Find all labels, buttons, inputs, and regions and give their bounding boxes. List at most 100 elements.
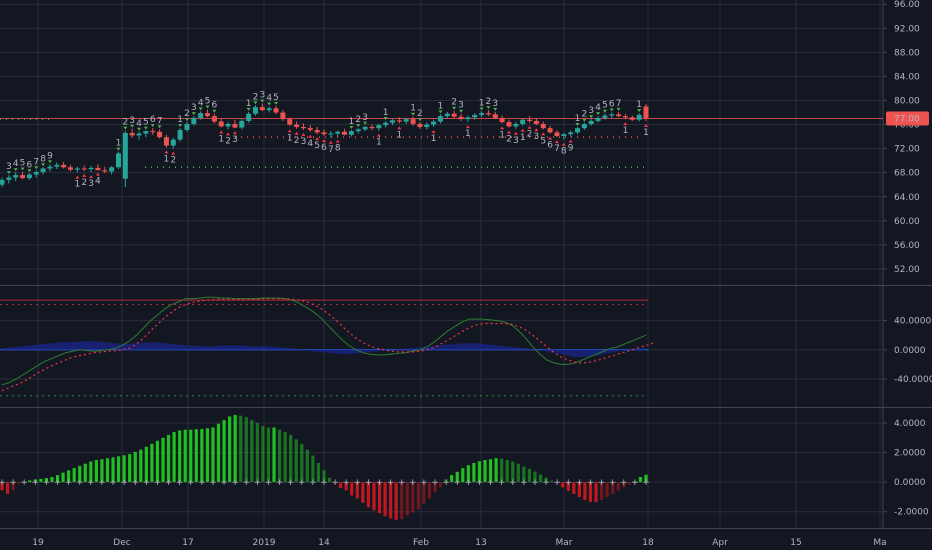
histogram-bar[interactable] (583, 482, 587, 500)
histogram-bar[interactable] (372, 482, 376, 511)
candle-body[interactable] (348, 131, 354, 135)
candle-body[interactable] (74, 168, 80, 170)
candle-body[interactable] (554, 132, 560, 136)
histogram-bar[interactable] (50, 477, 54, 483)
candle-body[interactable] (122, 132, 128, 179)
candle-body[interactable] (636, 114, 642, 120)
candle-body[interactable] (533, 120, 539, 124)
histogram-bar[interactable] (0, 482, 4, 491)
candle-body[interactable] (184, 123, 190, 130)
candle-body[interactable] (410, 119, 416, 124)
histogram-bar[interactable] (383, 482, 387, 517)
histogram-bar[interactable] (233, 414, 237, 483)
candle-body[interactable] (643, 106, 649, 119)
histogram-bar[interactable] (39, 478, 43, 483)
histogram-bar[interactable] (361, 482, 365, 503)
histogram-bar[interactable] (211, 427, 215, 483)
histogram-bar[interactable] (22, 481, 26, 483)
candle-body[interactable] (424, 124, 430, 127)
candle-body[interactable] (431, 121, 437, 125)
candle-body[interactable] (102, 170, 108, 172)
histogram-bar[interactable] (67, 470, 71, 483)
histogram-bar[interactable] (316, 462, 321, 483)
candle-body[interactable] (68, 167, 74, 170)
histogram-bar[interactable] (622, 482, 626, 488)
histogram-bar[interactable] (11, 482, 15, 491)
candle-body[interactable] (191, 117, 197, 124)
histogram-bar[interactable] (616, 482, 620, 491)
candle-body[interactable] (54, 164, 60, 167)
histogram-bar[interactable] (183, 429, 187, 483)
histogram-bar[interactable] (105, 458, 110, 483)
candle-body[interactable] (95, 167, 101, 171)
candle-body[interactable] (547, 128, 553, 133)
candle-body[interactable] (602, 115, 608, 118)
histogram-bar[interactable] (311, 455, 315, 483)
candle-body[interactable] (26, 174, 32, 179)
candle-body[interactable] (444, 113, 450, 117)
histogram-bar[interactable] (400, 482, 404, 520)
histogram-bar[interactable] (438, 482, 443, 488)
histogram-bar[interactable] (133, 451, 137, 483)
histogram-bar[interactable] (522, 466, 526, 483)
histogram-bar[interactable] (266, 427, 271, 483)
histogram-bar[interactable] (488, 459, 493, 483)
histogram-bar[interactable] (350, 482, 354, 496)
candle-body[interactable] (163, 137, 169, 146)
histogram-bar[interactable] (283, 431, 287, 483)
histogram-bar[interactable] (633, 480, 637, 483)
histogram-bar[interactable] (194, 429, 198, 483)
histogram-bar[interactable] (544, 477, 548, 483)
candle-body[interactable] (259, 107, 265, 111)
histogram-bar[interactable] (189, 429, 193, 483)
histogram-bar[interactable] (322, 470, 326, 483)
histogram-bar[interactable] (44, 478, 49, 483)
candle-body[interactable] (451, 113, 457, 117)
histogram-bar[interactable] (116, 456, 121, 483)
candle-body[interactable] (239, 120, 245, 128)
histogram-bar[interactable] (450, 475, 454, 483)
histogram-bar[interactable] (599, 482, 604, 500)
histogram-bar[interactable] (561, 482, 565, 488)
histogram-bar[interactable] (511, 461, 515, 483)
candle-body[interactable] (300, 126, 306, 129)
candle-body[interactable] (294, 124, 300, 127)
histogram-bar[interactable] (294, 439, 298, 483)
histogram-bar[interactable] (594, 482, 598, 503)
histogram-bar[interactable] (178, 430, 182, 483)
candle-body[interactable] (335, 131, 341, 134)
histogram-bar[interactable] (605, 482, 609, 497)
histogram-bar[interactable] (205, 428, 210, 483)
candle-body[interactable] (417, 123, 423, 127)
candle-body[interactable] (13, 175, 19, 178)
histogram-bar[interactable] (505, 460, 509, 483)
candle-body[interactable] (321, 132, 327, 135)
candle-body[interactable] (629, 117, 635, 120)
histogram-bar[interactable] (261, 426, 265, 483)
candle-body[interactable] (198, 113, 204, 118)
histogram-bar[interactable] (433, 482, 437, 493)
histogram-bar[interactable] (89, 461, 93, 483)
candle-body[interactable] (218, 121, 224, 127)
histogram-bar[interactable] (466, 465, 470, 483)
histogram-bar[interactable] (527, 468, 532, 483)
candle-body[interactable] (568, 132, 574, 135)
histogram-bar[interactable] (405, 482, 409, 516)
histogram-bar[interactable] (377, 482, 382, 514)
candle-body[interactable] (499, 117, 505, 123)
histogram-bar[interactable] (28, 480, 32, 483)
candle-body[interactable] (143, 131, 149, 134)
histogram-bar[interactable] (289, 434, 293, 483)
histogram-bar[interactable] (216, 423, 221, 483)
histogram-bar[interactable] (627, 482, 631, 485)
histogram-bar[interactable] (444, 479, 448, 483)
histogram-bar[interactable] (161, 437, 165, 483)
candle-body[interactable] (527, 119, 533, 121)
histogram-bar[interactable] (366, 482, 371, 508)
candle-body[interactable] (280, 112, 286, 120)
histogram-bar[interactable] (533, 471, 537, 483)
candle-body[interactable] (157, 131, 163, 138)
histogram-bar[interactable] (416, 482, 420, 510)
histogram-bar[interactable] (566, 482, 570, 492)
